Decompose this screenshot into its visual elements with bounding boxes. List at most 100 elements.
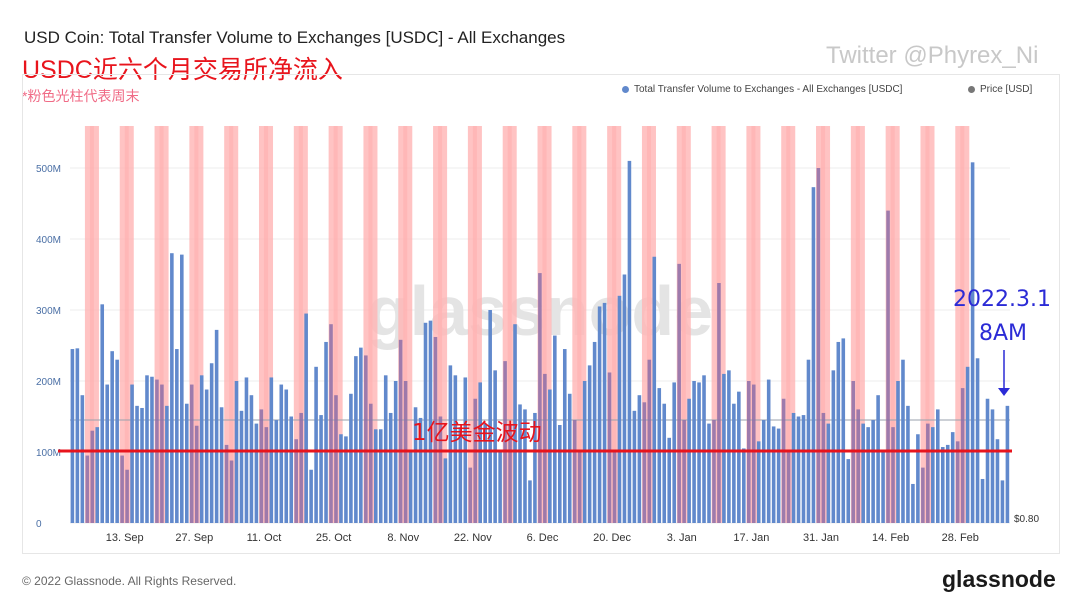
legend-item-volume[interactable]: Total Transfer Volume to Exchanges - All… (622, 84, 902, 95)
weekend-column (229, 126, 239, 523)
weekend-column (955, 126, 965, 523)
volume-bar (597, 306, 602, 523)
x-tick-label: 28. Feb (942, 532, 979, 544)
volume-bar (682, 420, 686, 523)
volume-bar (135, 405, 139, 523)
volume-bar (816, 168, 821, 523)
weekend-column (467, 126, 477, 523)
volume-bar (483, 423, 487, 523)
volume-bar (876, 395, 880, 523)
volume-bar (145, 375, 149, 523)
legend-dot-icon (968, 86, 975, 93)
weekend-note: *粉色光柱代表周末 (22, 88, 140, 104)
weekend-column (855, 126, 865, 523)
volume-bar (90, 430, 95, 523)
volume-bar (985, 398, 990, 523)
volume-bar (130, 384, 134, 523)
x-tick-label: 14. Feb (872, 532, 909, 544)
legend-item-price[interactable]: Price [USD] (968, 84, 1032, 95)
volume-bar (458, 427, 463, 523)
volume-bar (229, 460, 234, 523)
volume-bar (493, 370, 497, 523)
volume-bar (498, 452, 502, 523)
volume-bar (100, 304, 105, 523)
volume-bar (607, 372, 612, 523)
band-annotation: 1亿美金波动 (412, 420, 542, 446)
volume-bar (115, 359, 119, 523)
x-tick-label: 22. Nov (454, 532, 492, 544)
volume-bar (926, 423, 930, 523)
volume-bar (408, 452, 413, 523)
volume-bar (259, 409, 264, 523)
volume-bar (751, 384, 756, 523)
volume-bar (304, 313, 308, 523)
volume-bar (80, 395, 85, 523)
volume-bar (871, 420, 875, 523)
volume-bar (448, 365, 453, 523)
weekend-column (681, 126, 691, 523)
volume-bar (110, 351, 114, 523)
time-annotation: 8AM (979, 321, 1027, 346)
volume-bar (617, 295, 622, 523)
volume-bar (85, 455, 90, 523)
volume-bar (727, 370, 731, 523)
volume-bar (935, 409, 940, 523)
y-tick-label: 400M (36, 235, 61, 246)
volume-bar (473, 398, 478, 523)
volume-bar (841, 338, 846, 523)
volume-bar (672, 382, 676, 523)
volume-bar (612, 452, 617, 523)
weekend-column (194, 126, 204, 523)
volume-bar (160, 384, 164, 523)
volume-bar (359, 347, 363, 523)
volume-bar (742, 448, 746, 523)
volume-bar (632, 410, 637, 523)
volume-bar (980, 478, 985, 523)
volume-bar (364, 355, 368, 523)
chart-card (22, 74, 1060, 554)
volume-bar (886, 210, 890, 523)
volume-bar (836, 341, 841, 523)
y-tick-label: 500M (36, 164, 61, 175)
volume-bar (219, 407, 224, 523)
weekend-column (781, 126, 791, 523)
volume-bar (468, 467, 473, 523)
weekend-column (507, 126, 517, 523)
volume-bar (388, 412, 393, 523)
weekend-column (333, 126, 343, 523)
volume-bar (1005, 405, 1010, 523)
volume-bar (811, 187, 816, 524)
volume-bar (513, 324, 517, 523)
volume-bar (180, 254, 184, 523)
volume-bar (319, 415, 323, 523)
weekend-column (368, 126, 378, 523)
volume-bar (199, 375, 204, 523)
volume-bar (488, 310, 492, 523)
volume-bar (453, 375, 458, 523)
volume-bar (518, 404, 522, 523)
weekend-column (263, 126, 274, 523)
volume-bar (279, 384, 284, 523)
volume-bar (965, 366, 970, 523)
weekend-column (751, 126, 761, 523)
legend-label-price: Price [USD] (980, 84, 1033, 95)
volume-bar (538, 273, 542, 523)
volume-bar (533, 412, 537, 523)
weekend-column (890, 126, 900, 523)
volume-bar (75, 348, 80, 523)
volume-bar (165, 405, 169, 523)
volume-bar (369, 403, 373, 523)
volume-bar (940, 447, 945, 523)
volume-bar (955, 441, 960, 523)
volume-bar (931, 427, 935, 523)
weekend-column (119, 126, 129, 523)
chinese-subtitle: USDC近六个月交易所净流入 (22, 56, 343, 84)
volume-bar (587, 365, 592, 523)
volume-bar (990, 409, 995, 523)
weekend-column (821, 126, 831, 523)
weekend-column (224, 126, 234, 523)
weekend-column (89, 126, 99, 523)
weekend-column (189, 126, 199, 523)
volume-bar (175, 349, 179, 523)
